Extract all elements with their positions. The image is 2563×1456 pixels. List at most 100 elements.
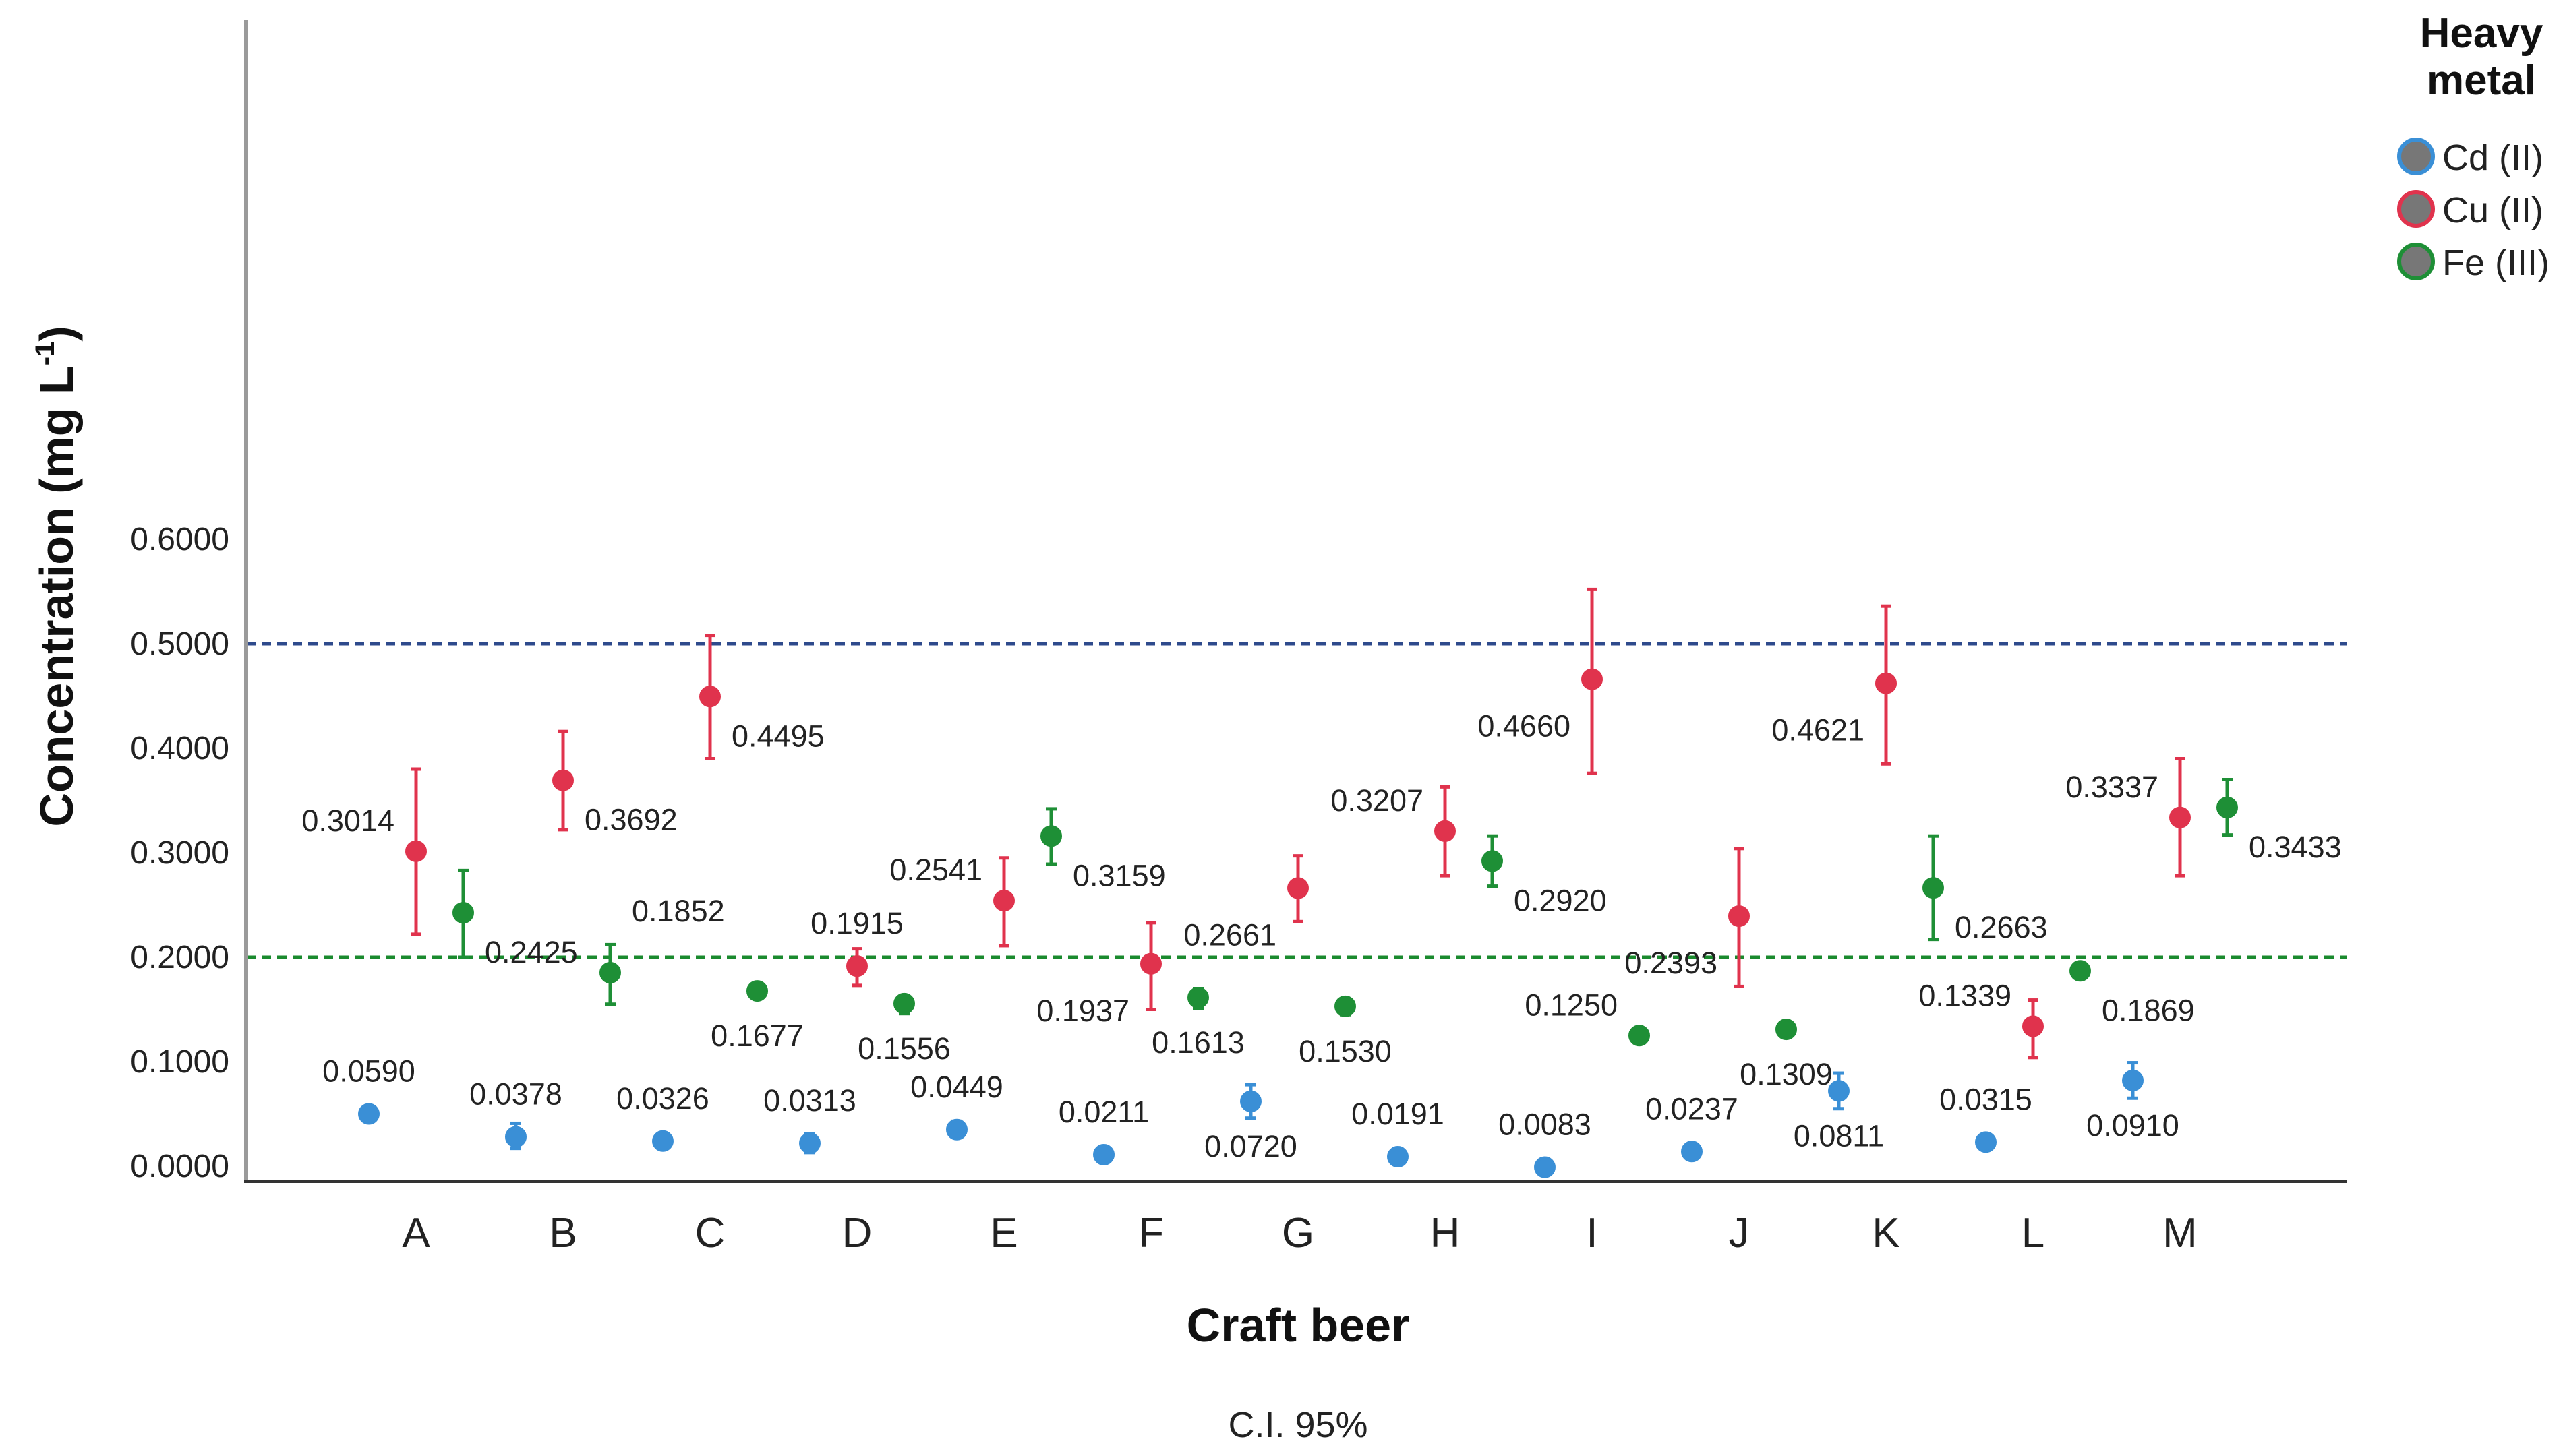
x-tick-label-I: I [1586, 1210, 1597, 1256]
x-tick-label-E: E [990, 1210, 1018, 1256]
data-point [2216, 796, 2238, 818]
data-label: 0.4660 [1477, 709, 1570, 744]
series-cu [405, 587, 2191, 1060]
data-point [1875, 672, 1897, 694]
data-label: 0.0811 [1794, 1118, 1884, 1153]
data-point [1287, 877, 1309, 899]
data-point [452, 902, 474, 924]
data-point [1140, 952, 1162, 975]
data-point [1975, 1131, 1997, 1153]
data-label: 0.4621 [1771, 713, 1864, 748]
data-label: 0.1915 [811, 906, 904, 940]
data-point [2169, 806, 2191, 828]
data-label: 0.3014 [301, 803, 394, 838]
x-tick-label-K: K [1872, 1210, 1899, 1256]
y-tick-label: 0.5000 [130, 626, 229, 662]
y-tick-labels: 0.0000 0.1000 0.2000 0.3000 0.4000 0.5000 0.60… [130, 522, 229, 1184]
y-axis-title-main: Concentration (mg L [30, 365, 83, 826]
data-label: 0.2541 [889, 853, 982, 887]
y-tick-label: 0.6000 [130, 522, 229, 557]
data-label: 0.3207 [1330, 783, 1423, 818]
x-tick-labels: A B C D E F G H I J K L M [402, 1210, 2198, 1256]
data-point [1334, 995, 1356, 1017]
data-point [799, 1132, 821, 1154]
data-label: 0.0378 [469, 1077, 562, 1112]
data-point [358, 1103, 380, 1125]
data-label: 0.2920 [1514, 883, 1607, 917]
data-point [1681, 1141, 1703, 1163]
data-point [846, 955, 868, 977]
data-label: 0.1339 [1918, 978, 2011, 1012]
y-tick-label: 0.0000 [130, 1149, 229, 1184]
data-label: 0.0237 [1645, 1091, 1738, 1126]
data-point [1775, 1019, 1797, 1041]
data-point [893, 992, 915, 1014]
x-tick-label-D: D [842, 1210, 873, 1256]
series-cd [358, 1061, 2144, 1178]
data-point [1581, 668, 1603, 690]
data-point [505, 1126, 527, 1148]
data-label: 0.1869 [2102, 993, 2195, 1027]
data-label: 0.2393 [1624, 946, 1717, 980]
data-point [2022, 1015, 2044, 1037]
data-label: 0.0083 [1498, 1108, 1591, 1142]
legend-label-fe: Fe (III) [2442, 243, 2550, 283]
data-point [652, 1130, 674, 1152]
data-series [358, 587, 2238, 1178]
data-label: 0.0910 [2086, 1108, 2179, 1143]
data-point [1728, 905, 1750, 928]
data-point [2122, 1069, 2144, 1091]
data-label: 0.2425 [485, 935, 578, 969]
data-labels: 0.0590 0.0378 0.0326 0.0313 0.0449 0.0211 0.07… [301, 709, 2341, 1163]
data-label: 0.0590 [322, 1054, 415, 1089]
y-tick-label: 0.2000 [130, 940, 229, 975]
y-axis-title-sup: -1 [30, 342, 60, 366]
data-point [1481, 850, 1503, 872]
data-point [2069, 960, 2091, 982]
y-axis-title: Concentration (mg L-1) [30, 326, 83, 826]
data-point [1093, 1143, 1115, 1165]
data-point [1434, 820, 1456, 842]
legend-label-cd: Cd (II) [2442, 138, 2543, 178]
y-axis-title-close: ) [30, 326, 83, 341]
x-tick-label-F: F [1138, 1210, 1164, 1256]
x-tick-label-J: J [1729, 1210, 1750, 1256]
legend: Heavy metal Cd (II) Cu (II) Fe (III) [2397, 10, 2550, 283]
data-label: 0.1852 [632, 894, 725, 928]
data-label: 0.3159 [1073, 858, 1166, 892]
data-label: 0.3337 [2065, 770, 2158, 804]
data-point [746, 980, 768, 1002]
data-label: 0.0720 [1204, 1129, 1297, 1163]
legend-marker-cu [2397, 190, 2435, 228]
data-point [405, 840, 427, 862]
data-point [552, 769, 574, 791]
data-label: 0.1556 [858, 1031, 951, 1066]
x-axis-title: Craft beer [1187, 1299, 1410, 1352]
data-point [1187, 986, 1209, 1008]
data-label: 0.2661 [1183, 918, 1276, 952]
data-point [1628, 1025, 1650, 1047]
data-label: 0.3433 [2249, 830, 2342, 864]
legend-marker-fe [2397, 243, 2435, 280]
series-fe [452, 778, 2238, 1047]
data-point [1387, 1146, 1409, 1168]
data-label: 0.0449 [910, 1070, 1003, 1104]
data-label: 0.1937 [1036, 994, 1129, 1028]
data-point [1828, 1080, 1850, 1102]
data-label: 0.2663 [1955, 910, 2048, 944]
data-label: 0.1613 [1152, 1025, 1245, 1060]
data-point [699, 686, 721, 708]
data-label: 0.0326 [616, 1081, 709, 1116]
data-point [946, 1118, 968, 1141]
data-point [993, 890, 1015, 912]
legend-marker-cd [2397, 138, 2435, 175]
y-tick-label: 0.3000 [130, 835, 229, 871]
x-tick-label-H: H [1430, 1210, 1461, 1256]
data-label: 0.3692 [585, 803, 678, 837]
legend-title-line2: metal [2427, 57, 2536, 104]
data-label: 0.0315 [1939, 1082, 2032, 1116]
data-label: 0.1309 [1740, 1057, 1833, 1091]
data-label: 0.0191 [1351, 1097, 1444, 1131]
ci-note: C.I. 95% [1228, 1405, 1367, 1445]
